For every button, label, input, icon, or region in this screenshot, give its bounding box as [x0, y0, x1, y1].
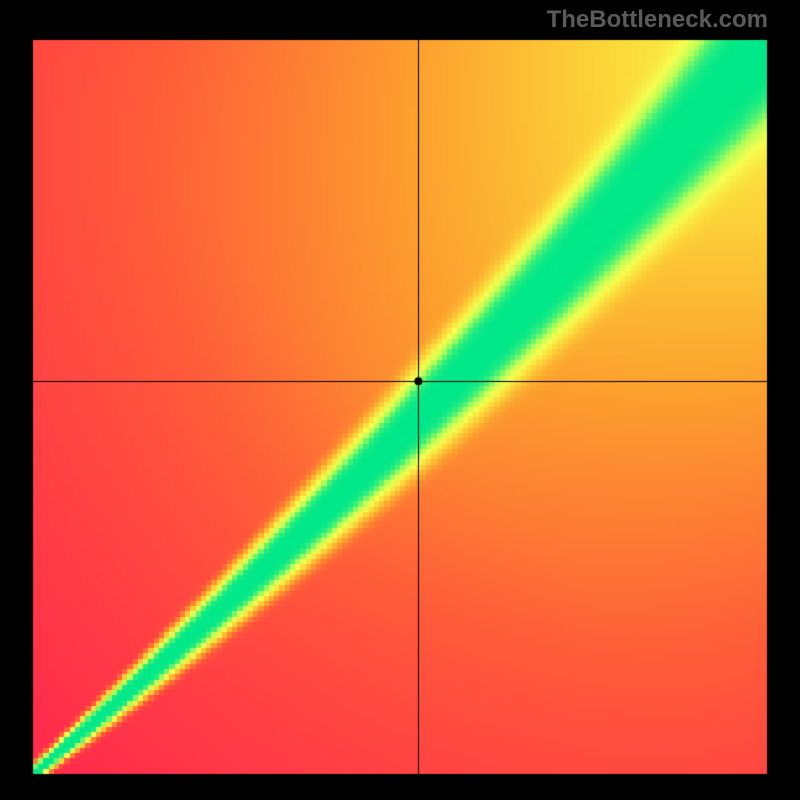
watermark-text: TheBottleneck.com — [547, 6, 768, 34]
chart-container: { "canvas": { "width": 800, "height": 80… — [0, 0, 800, 800]
bottleneck-heatmap — [0, 0, 800, 800]
